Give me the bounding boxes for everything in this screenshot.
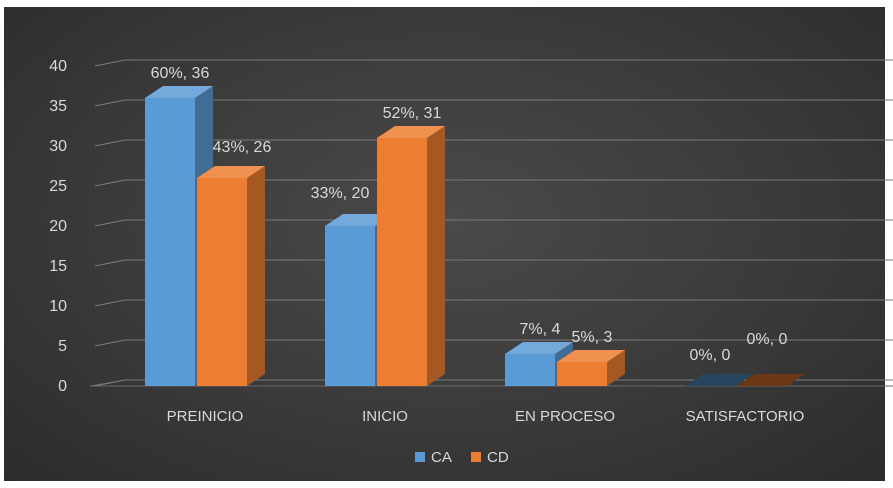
bar-top [505, 342, 573, 354]
gridline [94, 59, 126, 67]
data-label: 52%, 31 [383, 105, 442, 122]
data-label: 5%, 3 [572, 329, 613, 346]
data-label: 7%, 4 [520, 321, 561, 338]
bar-top [377, 126, 445, 138]
legend-label: CD [487, 449, 509, 466]
bar-top [145, 86, 213, 98]
gridline [94, 259, 126, 267]
bar-top [197, 166, 265, 178]
gridline [94, 139, 126, 147]
bar [737, 374, 805, 386]
gridline [94, 99, 126, 107]
x-tick-label: PREINICIO [167, 408, 244, 425]
y-tick-label: 0 [58, 378, 67, 395]
x-tick-label: SATISFACTORIO [686, 408, 805, 425]
y-tick-label: 10 [49, 298, 67, 315]
gridline [94, 179, 126, 187]
legend-swatch [471, 452, 481, 462]
bar-top [325, 214, 393, 226]
bar [325, 226, 375, 386]
bar-side [247, 166, 265, 386]
legend-label: CA [431, 449, 452, 466]
data-label: 60%, 36 [151, 65, 210, 82]
y-tick-label: 5 [58, 338, 67, 355]
bar-side [427, 126, 445, 386]
bar [197, 178, 247, 386]
x-tick-label: INICIO [362, 408, 408, 425]
bar [145, 98, 195, 386]
bar [557, 362, 607, 386]
gridline [94, 299, 126, 307]
bar-top [557, 350, 625, 362]
gridline [94, 379, 126, 387]
bar [685, 374, 753, 386]
y-tick-label: 20 [49, 218, 67, 235]
y-tick-label: 30 [49, 138, 67, 155]
gridline [94, 339, 126, 347]
y-tick-label: 15 [49, 258, 67, 275]
data-label: 33%, 20 [311, 185, 370, 202]
bar [505, 354, 555, 386]
data-label: 0%, 0 [690, 347, 731, 364]
bar [377, 138, 427, 386]
x-tick-label: EN PROCESO [515, 408, 615, 425]
data-label: 43%, 26 [213, 139, 272, 156]
y-tick-label: 35 [49, 98, 67, 115]
legend-swatch [415, 452, 425, 462]
gridline [94, 219, 126, 227]
data-label: 0%, 0 [747, 331, 788, 348]
y-tick-label: 40 [49, 58, 67, 75]
y-tick-label: 25 [49, 178, 67, 195]
